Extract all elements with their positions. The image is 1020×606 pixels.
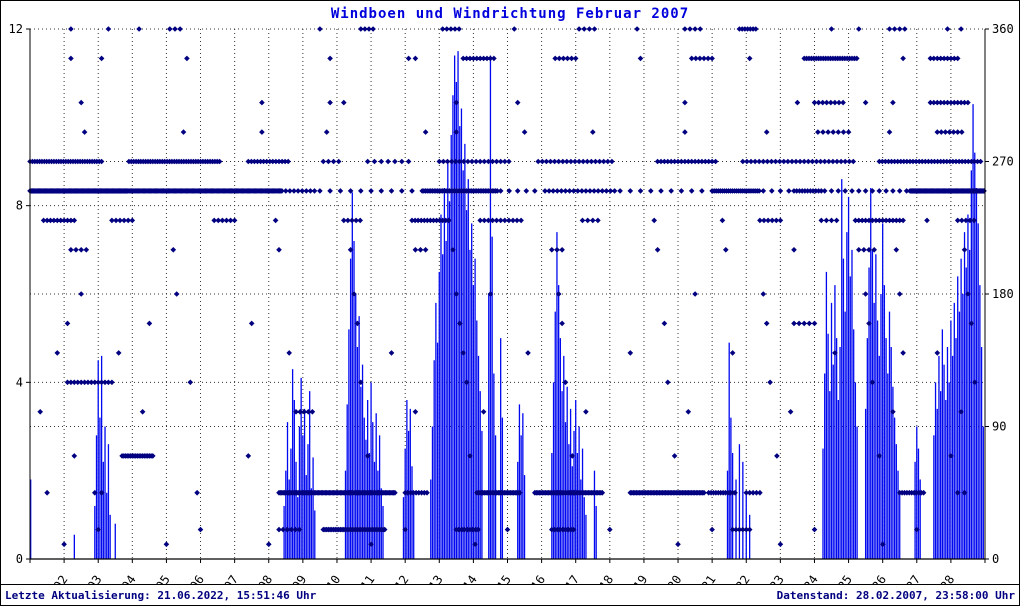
axis-tick-label: 180 [992, 287, 1014, 301]
axis-tick-label: 25 [835, 573, 855, 584]
axis-tick-label: 270 [992, 155, 1014, 169]
axis-tick-label: 24 [801, 573, 821, 584]
axis-tick-label: 23 [767, 573, 787, 584]
axis-tick-label: 15 [494, 573, 514, 584]
axis-tick-label: 10 [324, 573, 344, 584]
axis-tick-label: 05 [153, 573, 173, 584]
axis-tick-label: 14 [460, 573, 480, 584]
axis-tick-label: 28 [938, 573, 958, 584]
axis-tick-label: 12 [392, 573, 412, 584]
axis-tick-label: 26 [869, 573, 889, 584]
last-update-text: Letzte Aktualisierung: 21.06.2022, 15:51… [5, 588, 317, 602]
chart-title: Windboen und Windrichtung Februar 2007 [330, 6, 690, 22]
axis-tick-label: 19 [631, 573, 651, 584]
axis-tick-label: 12 [9, 22, 23, 36]
axis-tick-label: 21 [699, 573, 719, 584]
axis-tick-label: 02 [51, 573, 71, 584]
status-bar: Letzte Aktualisierung: 21.06.2022, 15:51… [1, 584, 1019, 605]
axis-tick-label: 4 [16, 375, 23, 389]
axis-tick-label: 16 [528, 573, 548, 584]
axis-tick-label: 11 [358, 573, 378, 584]
axis-tick-label: 8 [16, 199, 23, 213]
axis-tick-label: 22 [733, 573, 753, 584]
axis-tick-label: 27 [903, 573, 923, 584]
axis-tick-label: 90 [992, 420, 1006, 434]
axis-tick-label: 0 [16, 552, 23, 566]
axis-tick-label: 04 [119, 573, 139, 584]
axis-tick-label: 07 [221, 573, 241, 584]
axis-tick-label: 17 [562, 573, 582, 584]
data-state-text: Datenstand: 28.02.2007, 23:58:00 Uhr [776, 588, 1015, 602]
axis-tick-label: 18 [597, 573, 617, 584]
axis-tick-label: 09 [290, 573, 310, 584]
axis-tick-label: 20 [665, 573, 685, 584]
axis-tick-label: 13 [426, 573, 446, 584]
axis-tick-label: 06 [187, 573, 207, 584]
axis-tick-label: 0 [992, 552, 999, 566]
axis-tick-label: 360 [992, 22, 1014, 36]
axis-tick-label: 08 [255, 573, 275, 584]
axis-tick-label: 03 [85, 573, 105, 584]
